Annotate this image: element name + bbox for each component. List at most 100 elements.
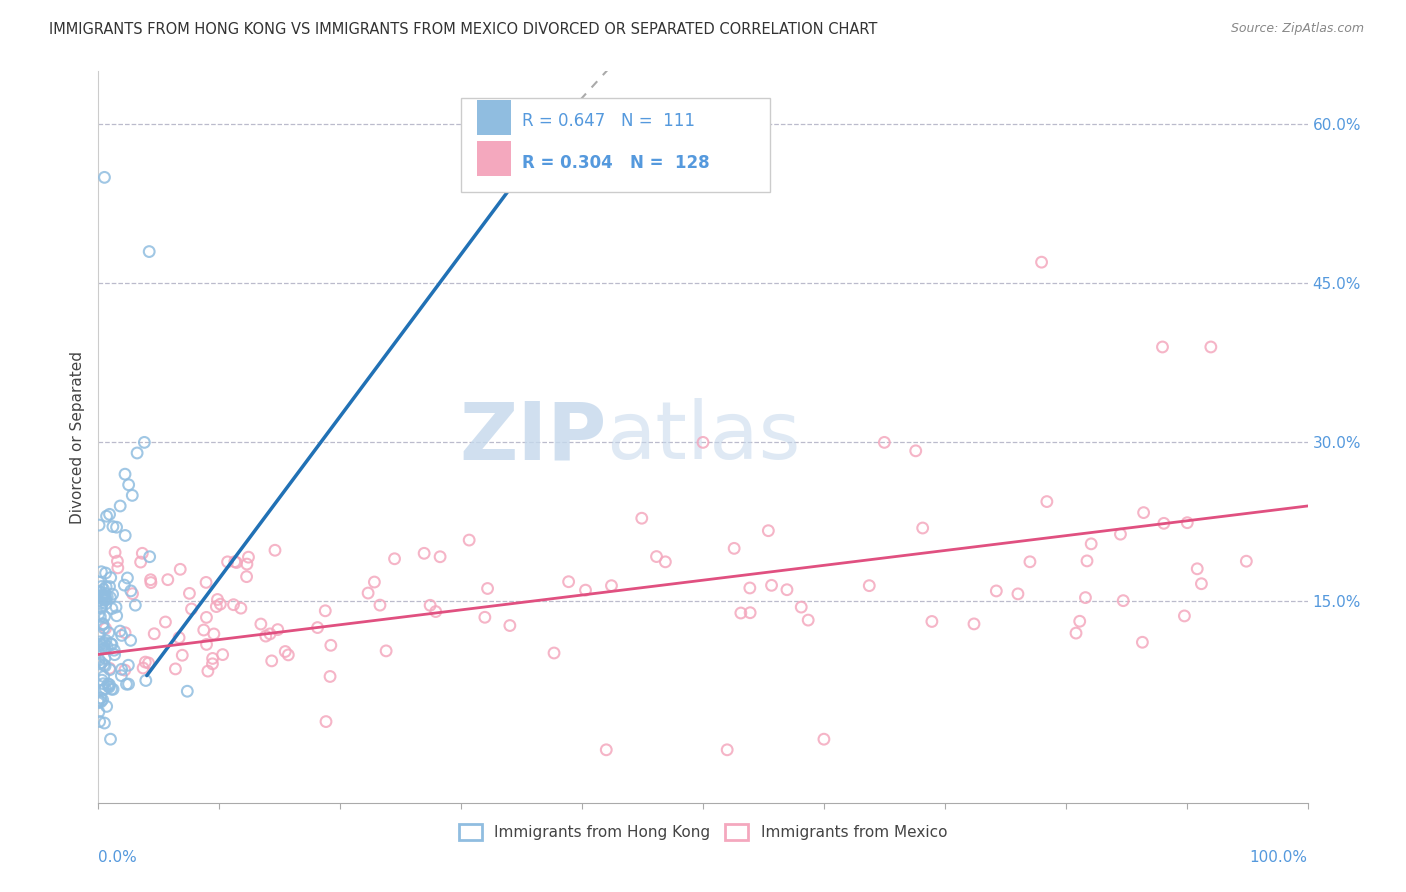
Point: [630, 511, 652, 525]
Point: [730, 606, 752, 620]
Text: IMMIGRANTS FROM HONG KONG VS IMMIGRANTS FROM MEXICO DIVORCED OR SEPARATED CORREL: IMMIGRANTS FROM HONG KONG VS IMMIGRANTS …: [49, 22, 877, 37]
Point: [963, 616, 986, 631]
Point: [108, 624, 131, 638]
Point: [97, 679, 120, 693]
Point: [94, 622, 117, 636]
Point: [229, 601, 252, 615]
Point: [315, 714, 337, 729]
Point: [93, 621, 115, 635]
Point: [90, 637, 112, 651]
Point: [98, 508, 121, 522]
Point: [90, 690, 112, 705]
Point: [260, 654, 283, 668]
Point: [93, 609, 115, 624]
Point: [761, 578, 783, 592]
Point: [121, 587, 143, 601]
Point: [93, 593, 115, 607]
Legend: Immigrants from Hong Kong, Immigrants from Mexico: Immigrants from Hong Kong, Immigrants fr…: [453, 818, 953, 847]
Point: [921, 615, 943, 629]
Point: [790, 600, 813, 615]
Point: [195, 610, 218, 624]
Point: [1199, 340, 1222, 354]
Point: [756, 524, 779, 538]
Text: 100.0%: 100.0%: [1250, 850, 1308, 865]
Point: [93, 582, 115, 597]
Point: [797, 613, 820, 627]
Point: [101, 637, 124, 651]
Point: [89, 657, 111, 671]
Point: [93, 589, 115, 603]
Point: [111, 662, 134, 676]
Point: [319, 669, 342, 683]
Point: [94, 651, 117, 665]
Point: [143, 626, 166, 640]
Point: [139, 573, 162, 587]
Point: [101, 587, 124, 601]
Point: [105, 608, 128, 623]
Point: [134, 435, 156, 450]
Point: [89, 635, 111, 649]
Point: [169, 562, 191, 576]
Point: [93, 170, 115, 185]
Point: [600, 579, 623, 593]
Point: [101, 519, 124, 533]
Point: [543, 646, 565, 660]
Point: [776, 582, 799, 597]
Text: atlas: atlas: [606, 398, 800, 476]
Point: [1109, 527, 1132, 541]
Point: [120, 583, 142, 598]
Point: [120, 633, 142, 648]
Point: [127, 446, 149, 460]
Point: [224, 555, 246, 569]
Point: [100, 732, 122, 747]
Point: [134, 655, 156, 669]
Point: [114, 528, 136, 542]
Point: [94, 591, 117, 605]
Point: [904, 443, 927, 458]
Point: [96, 699, 118, 714]
Point: [645, 549, 668, 564]
Point: [1112, 593, 1135, 607]
Point: [813, 732, 835, 747]
Point: [93, 657, 115, 672]
Point: [93, 716, 115, 731]
Point: [202, 627, 225, 641]
Point: [1153, 516, 1175, 531]
Point: [97, 625, 120, 640]
Point: [98, 677, 121, 691]
Point: [94, 566, 117, 580]
Point: [90, 656, 112, 670]
Point: [104, 648, 127, 662]
Point: [90, 565, 112, 579]
Point: [195, 637, 218, 651]
Point: [235, 569, 257, 583]
Point: [207, 592, 229, 607]
Text: R = 0.304   N =  128: R = 0.304 N = 128: [522, 154, 709, 172]
Point: [557, 574, 579, 589]
Point: [98, 680, 121, 694]
Point: [209, 597, 232, 611]
Point: [90, 591, 112, 605]
Point: [104, 545, 127, 559]
Point: [1152, 340, 1174, 354]
Point: [89, 627, 111, 641]
Point: [100, 591, 122, 605]
Point: [654, 555, 676, 569]
Text: 0.0%: 0.0%: [98, 850, 138, 865]
Point: [267, 623, 290, 637]
Point: [131, 546, 153, 560]
Point: [499, 618, 522, 632]
Point: [176, 684, 198, 698]
Point: [1069, 614, 1091, 628]
Point: [91, 616, 114, 631]
Point: [90, 642, 112, 657]
Point: [1187, 562, 1209, 576]
Point: [264, 543, 287, 558]
Point: [201, 651, 224, 665]
Point: [738, 581, 761, 595]
Point: [87, 705, 110, 719]
Point: [132, 661, 155, 675]
Point: [94, 681, 117, 696]
Point: [87, 693, 110, 707]
Point: [138, 244, 160, 259]
